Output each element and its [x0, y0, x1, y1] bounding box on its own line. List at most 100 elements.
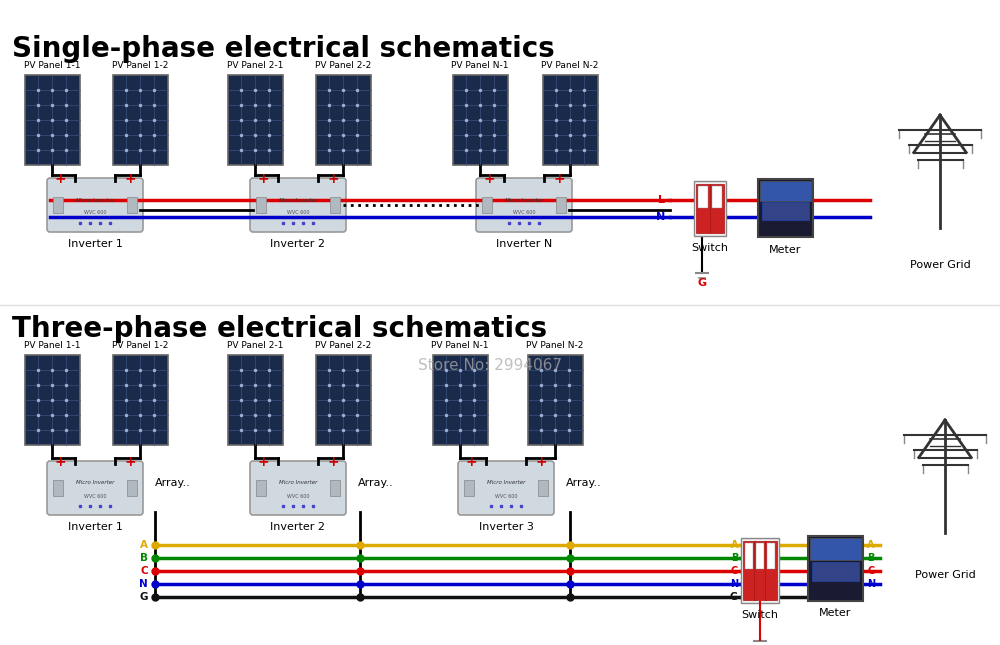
Bar	[53, 480, 63, 496]
Text: PV Panel 2-1: PV Panel 2-1	[227, 61, 283, 70]
Bar	[767, 542, 775, 568]
Text: +: +	[327, 172, 339, 186]
Text: WVC 600: WVC 600	[287, 493, 309, 499]
Text: B: B	[867, 553, 874, 563]
Text: +: +	[535, 455, 547, 469]
Text: A: A	[867, 540, 874, 550]
Bar	[696, 183, 710, 232]
Bar	[528, 355, 582, 445]
Text: PV Panel 1-1: PV Panel 1-1	[24, 61, 80, 70]
FancyBboxPatch shape	[250, 461, 346, 515]
Text: Inverter 2: Inverter 2	[270, 522, 326, 532]
Text: +: +	[465, 455, 477, 469]
Text: +: +	[54, 455, 66, 469]
Bar	[760, 181, 810, 201]
Text: Array..: Array..	[155, 478, 191, 488]
Text: PV Panel N-2: PV Panel N-2	[541, 61, 599, 70]
Text: Meter: Meter	[819, 608, 851, 618]
Text: +: +	[483, 172, 495, 186]
Bar	[256, 197, 266, 213]
FancyBboxPatch shape	[476, 178, 572, 232]
Text: A: A	[140, 540, 148, 550]
Text: PV Panel 1-2: PV Panel 1-2	[112, 61, 168, 70]
Text: L: L	[658, 195, 665, 205]
Text: Inverter 3: Inverter 3	[479, 522, 533, 532]
Text: Array..: Array..	[566, 478, 602, 488]
Bar	[812, 562, 858, 581]
Bar	[464, 480, 474, 496]
Bar	[556, 197, 566, 213]
Bar	[762, 202, 808, 219]
Text: PV Panel 1-1: PV Panel 1-1	[24, 341, 80, 350]
Text: Three-phase electrical schematics: Three-phase electrical schematics	[12, 315, 547, 343]
Text: Power Grid: Power Grid	[910, 260, 970, 270]
Text: Single-phase electrical schematics: Single-phase electrical schematics	[12, 35, 555, 63]
Bar	[256, 480, 266, 496]
Bar	[452, 75, 508, 165]
Text: Switch: Switch	[742, 610, 778, 620]
Bar	[330, 197, 340, 213]
Text: B: B	[140, 553, 148, 563]
Text: PV Panel 2-1: PV Panel 2-1	[227, 341, 283, 350]
Text: Power Grid: Power Grid	[915, 570, 975, 580]
Text: PV Panel 1-2: PV Panel 1-2	[112, 341, 168, 350]
Text: +: +	[124, 172, 136, 186]
Text: Store No: 2994067: Store No: 2994067	[418, 357, 562, 373]
Text: G: G	[140, 592, 148, 602]
Bar	[24, 355, 80, 445]
Text: N: N	[867, 579, 875, 589]
Bar	[316, 75, 370, 165]
Bar	[808, 535, 862, 600]
Bar	[712, 186, 722, 208]
Bar	[698, 186, 708, 208]
Text: G: G	[730, 592, 738, 602]
Text: Micro Inverter: Micro Inverter	[487, 481, 525, 486]
Bar	[756, 542, 764, 568]
Bar	[112, 75, 168, 165]
Bar	[754, 541, 766, 599]
Text: Micro Inverter: Micro Inverter	[279, 481, 317, 486]
Text: C: C	[867, 566, 874, 576]
Bar	[432, 355, 488, 445]
Bar	[127, 197, 137, 213]
Text: Micro Inverter: Micro Inverter	[279, 197, 317, 203]
Text: Micro Inverter: Micro Inverter	[505, 197, 543, 203]
Bar	[542, 75, 598, 165]
Bar	[330, 480, 340, 496]
Text: +: +	[54, 172, 66, 186]
Text: B: B	[731, 553, 738, 563]
Text: +: +	[124, 455, 136, 469]
Bar	[741, 537, 779, 602]
Text: +: +	[327, 455, 339, 469]
Text: Micro Inverter: Micro Inverter	[76, 197, 114, 203]
Text: Inverter 2: Inverter 2	[270, 239, 326, 249]
Text: +: +	[553, 172, 565, 186]
Text: Meter: Meter	[769, 245, 801, 255]
Text: PV Panel 2-2: PV Panel 2-2	[315, 61, 371, 70]
Bar	[743, 541, 755, 599]
Bar	[810, 537, 860, 561]
Text: C: C	[731, 566, 738, 576]
Bar	[316, 355, 370, 445]
Text: G: G	[697, 278, 707, 288]
Bar	[482, 197, 492, 213]
Text: WVC 600: WVC 600	[84, 493, 106, 499]
Text: A: A	[730, 540, 738, 550]
Bar	[24, 75, 80, 165]
Text: N: N	[730, 579, 738, 589]
Bar	[112, 355, 168, 445]
Text: C: C	[140, 566, 148, 576]
Text: Switch: Switch	[692, 243, 728, 253]
Bar	[710, 183, 724, 232]
Text: +: +	[257, 455, 269, 469]
Text: PV Panel N-1: PV Panel N-1	[451, 61, 509, 70]
FancyBboxPatch shape	[250, 178, 346, 232]
Text: Micro Inverter: Micro Inverter	[76, 481, 114, 486]
Bar	[538, 480, 548, 496]
Bar	[228, 355, 283, 445]
Text: N: N	[656, 212, 665, 222]
FancyBboxPatch shape	[458, 461, 554, 515]
Text: PV Panel 2-2: PV Panel 2-2	[315, 341, 371, 350]
Bar	[765, 541, 777, 599]
Text: PV Panel N-2: PV Panel N-2	[526, 341, 584, 350]
